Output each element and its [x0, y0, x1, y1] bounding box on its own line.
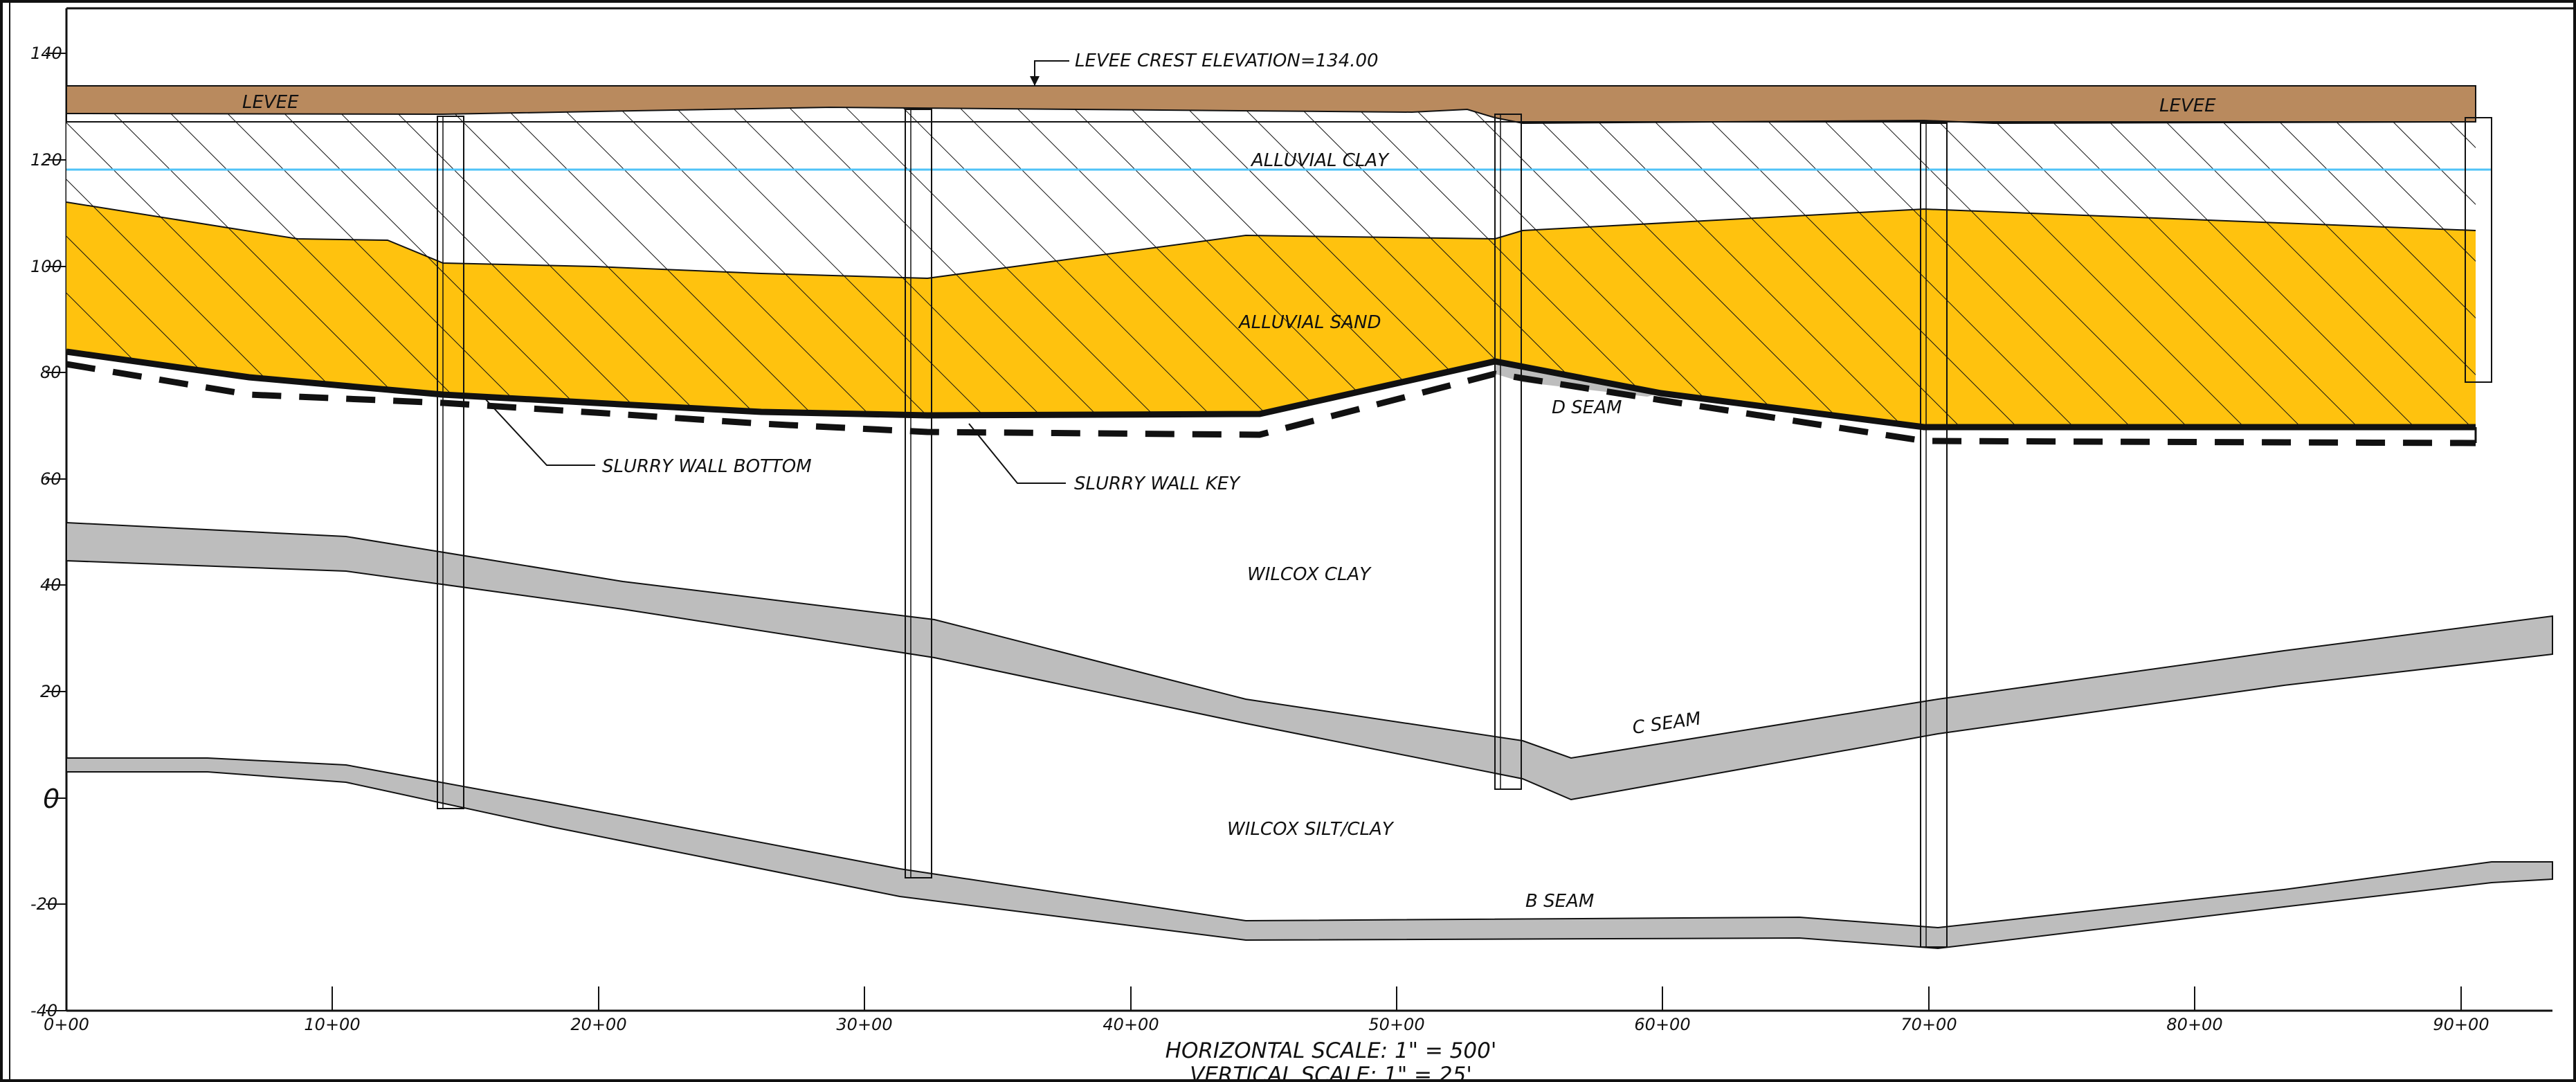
- levee-fill: [66, 86, 2476, 123]
- levee-outline: [66, 85, 2476, 123]
- y-tick-0: 0: [43, 784, 60, 814]
- y-tick-120: 120: [30, 150, 62, 170]
- y-tick-minus40: -40: [30, 1001, 57, 1020]
- alluvial-clay-label: ALLUVIAL CLAY: [1250, 150, 1390, 171]
- x-ticks: [66, 986, 2462, 1011]
- boring-1: [437, 116, 464, 809]
- x-tick-70: 70+00: [1901, 1015, 1957, 1034]
- slurry-key-leader: [968, 423, 1066, 484]
- slurry-wall-key-label: SLURRY WALL KEY: [1074, 474, 1241, 494]
- d-seam-label: D SEAM: [1552, 397, 1622, 418]
- hatch-overlay: [66, 107, 2476, 427]
- crest-elevation-note: LEVEE CREST ELEVATION=134.00: [1075, 51, 1379, 71]
- y-ticks: [46, 53, 66, 1011]
- boring-3: [1494, 114, 1522, 790]
- y-tick-80: 80: [40, 363, 62, 382]
- crest-arrow-icon: [1030, 76, 1040, 86]
- levee-label-left: LEVEE: [242, 92, 299, 113]
- x-tick-0: 0+00: [44, 1015, 89, 1034]
- wilcox-silt-clay-label: WILCOX SILT/CLAY: [1227, 819, 1395, 840]
- horizontal-scale-note: HORIZONTAL SCALE: 1" = 500': [1165, 1038, 1497, 1063]
- clay-sand-boundary: [66, 201, 2476, 280]
- x-tick-20: 20+00: [570, 1015, 626, 1034]
- y-tick-minus20: -20: [30, 894, 57, 914]
- y-tick-60: 60: [40, 469, 62, 489]
- b-seam-fill: [66, 757, 2553, 950]
- alluvial-sand-label: ALLUVIAL SAND: [1237, 312, 1381, 333]
- boring-2: [905, 109, 932, 878]
- x-tick-30: 30+00: [836, 1015, 892, 1034]
- levee-label-right: LEVEE: [2159, 96, 2216, 116]
- x-tick-40: 40+00: [1103, 1015, 1159, 1034]
- y-tick-40: 40: [40, 575, 62, 595]
- slurry-wall-bottom-line: [66, 348, 2476, 431]
- vertical-scale-note: VERTICAL SCALE: 1" = 25': [1190, 1063, 1472, 1082]
- x-tick-80: 80+00: [2166, 1015, 2222, 1034]
- y-tick-100: 100: [30, 257, 62, 276]
- y-tick-140: 140: [30, 44, 62, 63]
- c-seam-label: C SEAM: [1631, 708, 1703, 739]
- slurry-wall-bottom-label: SLURRY WALL BOTTOM: [602, 456, 812, 477]
- x-tick-90: 90+00: [2433, 1015, 2489, 1034]
- slurry-bottom-leader: [484, 397, 595, 466]
- c-seam-fill: [66, 521, 2553, 801]
- x-tick-50: 50+00: [1368, 1015, 1424, 1034]
- x-tick-10: 10+00: [304, 1015, 360, 1034]
- slurry-wall-key-line: [66, 361, 2476, 447]
- b-seam-label: B SEAM: [1525, 891, 1594, 912]
- boring-5: [2465, 117, 2492, 383]
- wilcox-clay-label: WILCOX CLAY: [1247, 564, 1372, 585]
- crest-leader: [1034, 60, 1069, 86]
- x-tick-60: 60+00: [1634, 1015, 1690, 1034]
- boring-4: [1920, 123, 1948, 948]
- y-tick-20: 20: [40, 682, 62, 701]
